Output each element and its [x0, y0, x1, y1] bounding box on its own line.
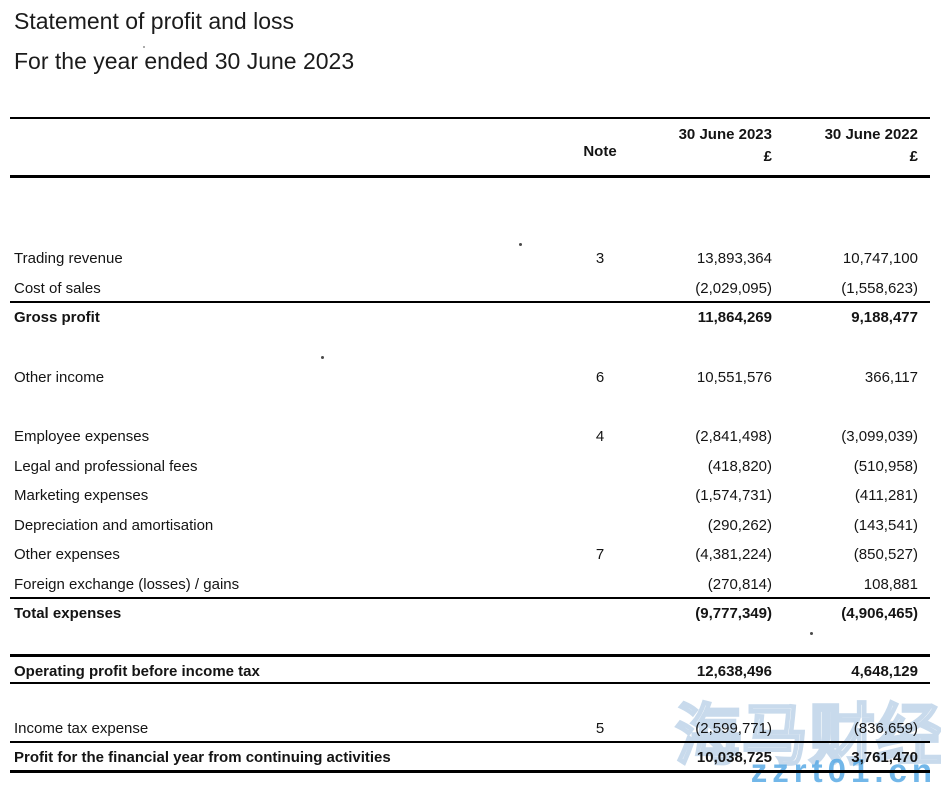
- table-row: Cost of sales (2,029,095) (1,558,623): [10, 274, 930, 303]
- row-label: Foreign exchange (losses) / gains: [14, 575, 240, 593]
- table-row: Income tax expense 5 (2,599,771) (836,65…: [10, 714, 930, 743]
- row-note: 7: [595, 546, 605, 563]
- row-value-2022: (4,906,465): [841, 605, 918, 622]
- row-value-2023: 10,038,725: [696, 749, 772, 766]
- scan-speck: [810, 632, 813, 635]
- table-row: Employee expenses 4 (2,841,498) (3,099,0…: [10, 422, 930, 452]
- row-value-2022: (411,281): [854, 487, 918, 504]
- table-row: Foreign exchange (losses) / gains (270,8…: [10, 570, 930, 599]
- row-value-2022: (850,527): [853, 546, 918, 563]
- row-label: Cost of sales: [14, 279, 101, 297]
- row-label: Total expenses: [14, 605, 122, 622]
- row-value-2023: (9,777,349): [695, 605, 772, 622]
- table-row: Legal and professional fees (418,820) (5…: [10, 452, 930, 482]
- table-row: Depreciation and amortisation (290,262) …: [10, 511, 930, 541]
- header-date-2023: 30 June 2023: [678, 126, 772, 143]
- header-label-spacer: [14, 125, 555, 169]
- table-body: Trading revenue 3 13,893,364 10,747,100 …: [10, 244, 930, 773]
- row-value-2023: (1,574,731): [695, 487, 772, 504]
- row-label: Other expenses: [14, 546, 120, 563]
- table-row: Other expenses 7 (4,381,224) (850,527): [10, 540, 930, 570]
- row-value-2022: (1,558,623): [841, 279, 918, 297]
- header-col-2022: 30 June 2022 £: [772, 125, 918, 169]
- row-label: Operating profit before income tax: [14, 662, 260, 680]
- row-value-2022: (836,659): [853, 719, 918, 737]
- table-row: Marketing expenses (1,574,731) (411,281): [10, 481, 930, 511]
- page-subtitle: For the year ended 30 June 2023: [14, 48, 355, 74]
- row-value-2023: 10,551,576: [696, 368, 772, 386]
- row-value-2022: 10,747,100: [842, 250, 918, 267]
- row-value-2023: 13,893,364: [696, 250, 772, 267]
- row-value-2023: (290,262): [707, 516, 772, 534]
- row-label: Gross profit: [14, 309, 100, 326]
- page-title: Statement of profit and loss: [14, 8, 294, 34]
- row-note: 6: [595, 368, 605, 386]
- table-row: Gross profit 11,864,269 9,188,477: [10, 303, 930, 333]
- table-row: Trading revenue 3 13,893,364 10,747,100: [10, 244, 930, 274]
- row-value-2023: (2,599,771): [695, 719, 772, 737]
- row-value-2022: 366,117: [864, 368, 918, 386]
- row-label: Profit for the financial year from conti…: [14, 749, 391, 766]
- row-value-2023: (4,381,224): [695, 546, 772, 563]
- row-value-2022: 108,881: [863, 575, 918, 593]
- row-value-2022: (510,958): [853, 457, 918, 475]
- document-page: Statement of profit and loss For the yea…: [0, 6, 941, 773]
- table-row: Total expenses (9,777,349) (4,906,465): [10, 599, 930, 629]
- table-header: Note 30 June 2023 £ 30 June 2022 £: [10, 117, 930, 178]
- row-value-2022: (143,541): [853, 516, 918, 534]
- row-note: 4: [595, 428, 605, 445]
- header-col-2023: 30 June 2023 £: [645, 125, 772, 169]
- row-value-2022: 3,761,470: [851, 749, 918, 766]
- row-label: Trading revenue: [14, 250, 123, 267]
- profit-loss-table: Note 30 June 2023 £ 30 June 2022 £ Tradi…: [10, 117, 930, 773]
- header-note: Note: [583, 142, 617, 160]
- row-value-2022: (3,099,039): [841, 428, 918, 445]
- row-value-2023: (2,029,095): [695, 279, 772, 297]
- row-value-2023: 12,638,496: [696, 662, 772, 680]
- scan-speck: [321, 356, 324, 359]
- row-value-2023: 11,864,269: [697, 309, 772, 326]
- row-label: Employee expenses: [14, 428, 150, 445]
- row-label: Marketing expenses: [14, 487, 149, 504]
- row-label: Legal and professional fees: [14, 457, 198, 475]
- row-label: Depreciation and amortisation: [14, 516, 214, 534]
- row-value-2023: (2,841,498): [695, 428, 772, 445]
- table-row: Other income 6 10,551,576 366,117: [10, 363, 930, 393]
- row-note: 5: [595, 719, 605, 737]
- scan-speck: [519, 243, 522, 246]
- row-value-2022: 4,648,129: [851, 662, 918, 680]
- row-value-2022: 9,188,477: [851, 309, 918, 326]
- row-value-2023: (418,820): [707, 457, 772, 475]
- row-value-2023: (270,814): [707, 575, 772, 593]
- row-label: Other income: [14, 368, 105, 386]
- table-row: Operating profit before income tax 12,63…: [10, 653, 930, 684]
- row-label: Income tax expense: [14, 719, 149, 737]
- row-note: 3: [595, 250, 605, 267]
- table-row: Profit for the financial year from conti…: [10, 743, 930, 773]
- scan-speck: [143, 46, 145, 48]
- header-currency-2023: £: [763, 148, 772, 165]
- header-currency-2022: £: [909, 148, 918, 165]
- header-date-2022: 30 June 2022: [824, 126, 918, 143]
